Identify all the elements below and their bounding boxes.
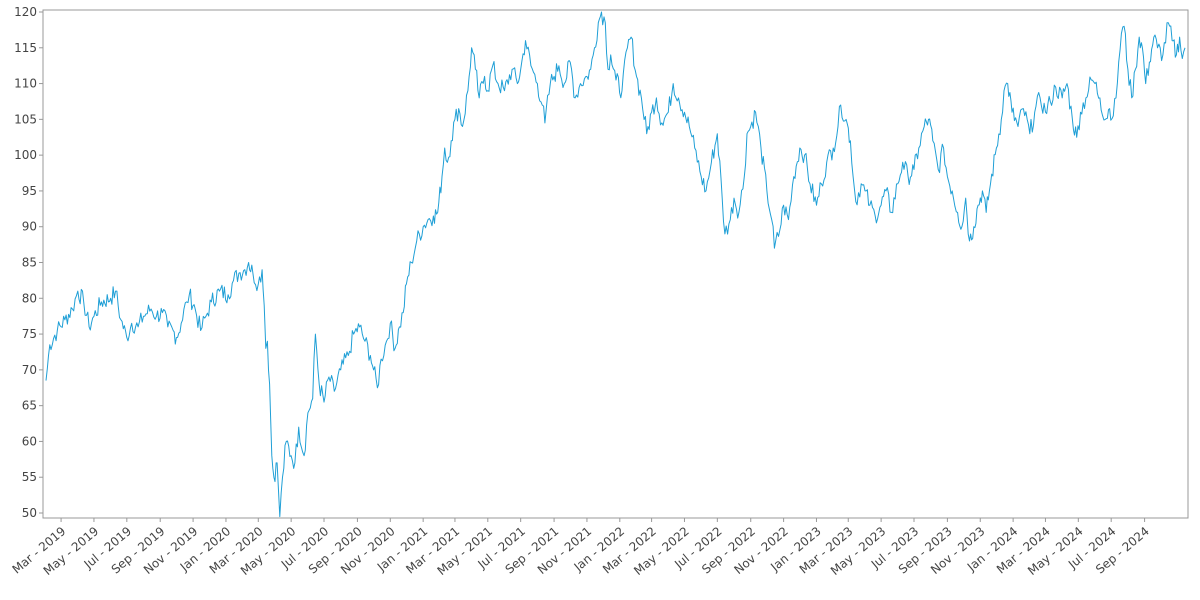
series-layer (45, 11, 1186, 518)
y-tick-label: 70 (22, 363, 37, 377)
y-tick-label: 80 (22, 291, 37, 305)
y-axis: 50 55 60 65 70 75 80 85 90 95 100 105 110 115 120 (14, 5, 43, 520)
plot-area-frame (42, 9, 1189, 519)
y-tick-label: 65 (22, 399, 37, 413)
y-tick-label: 90 (22, 220, 37, 234)
y-tick-label: 50 (22, 506, 37, 520)
y-tick-label: 60 (22, 434, 37, 448)
y-tick-label: 115 (14, 41, 37, 55)
y-tick-label: 55 (22, 470, 37, 484)
y-tick-label: 105 (14, 112, 37, 126)
y-tick-label: 120 (14, 5, 37, 19)
y-tick-label: 110 (14, 77, 37, 91)
y-tick-label: 75 (22, 327, 37, 341)
y-tick-label: 100 (14, 148, 37, 162)
series-line (45, 11, 1186, 518)
y-tick-label: 95 (22, 184, 37, 198)
y-tick-label: 85 (22, 256, 37, 270)
